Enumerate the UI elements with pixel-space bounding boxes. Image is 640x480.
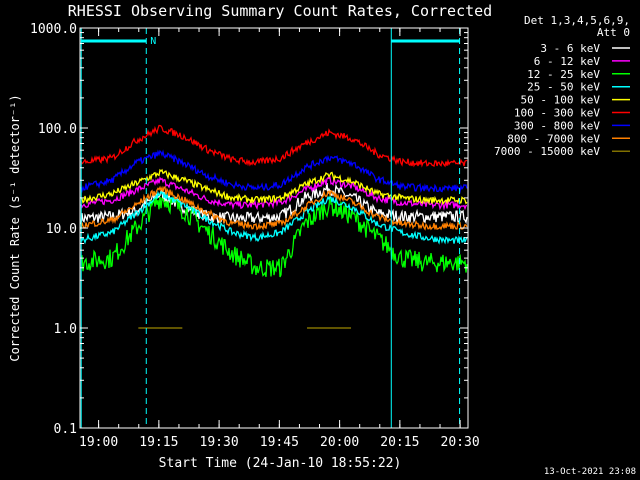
y-tick-label: 1000.0 xyxy=(30,22,77,37)
x-tick-label: 19:00 xyxy=(79,435,118,450)
legend-entry-label: 300 - 800 keV xyxy=(514,119,600,132)
legend-entry-label: 800 - 7000 keV xyxy=(507,132,600,145)
legend-header: Det 1,3,4,5,6,9, xyxy=(524,14,630,27)
legend-entry-label: 7000 - 15000 keV xyxy=(494,145,600,158)
chart-title: RHESSI Observing Summary Count Rates, Co… xyxy=(68,2,492,20)
series-line xyxy=(80,168,468,206)
x-tick-label: 20:30 xyxy=(441,435,480,450)
series-line xyxy=(80,195,468,278)
legend-entry-label: 6 - 12 keV xyxy=(534,55,601,68)
x-tick-label: 20:00 xyxy=(320,435,359,450)
series-layer xyxy=(80,124,468,329)
legend-entry-label: 12 - 25 keV xyxy=(527,68,600,81)
series-line xyxy=(80,189,468,245)
y-tick-label: 10.0 xyxy=(46,222,77,237)
x-axis-label: Start Time (24-Jan-10 18:55:22) xyxy=(159,456,402,471)
legend-entry-label: 50 - 100 keV xyxy=(521,94,601,107)
y-axis-label: Corrected Count Rate (s⁻¹ detector⁻¹) xyxy=(8,94,22,361)
x-tick-label: 19:30 xyxy=(200,435,239,450)
series-line xyxy=(80,124,468,168)
axis-layer: 0.1 1.0 10.0 100.0 1000.0 19:00 19:15 19:30 19:4… xyxy=(30,22,480,450)
series-line xyxy=(80,176,468,211)
series-line xyxy=(80,185,468,231)
y-tick-label: 1.0 xyxy=(54,322,77,337)
x-tick-label: 19:45 xyxy=(260,435,299,450)
attenuator-label: N xyxy=(150,36,156,47)
x-tick-label: 20:15 xyxy=(380,435,419,450)
x-tick-label: 19:15 xyxy=(139,435,178,450)
legend-entry-label: 100 - 300 keV xyxy=(514,107,600,120)
y-tick-label: 0.1 xyxy=(54,422,77,437)
legend-header: Att 0 xyxy=(597,26,630,39)
legend-entry-label: 25 - 50 keV xyxy=(527,81,600,94)
timestamp: 13-Oct-2021 23:08 xyxy=(544,467,636,477)
series-line xyxy=(80,149,468,194)
legend-entry-label: 3 - 6 keV xyxy=(540,42,600,55)
y-tick-label: 100.0 xyxy=(38,122,77,137)
